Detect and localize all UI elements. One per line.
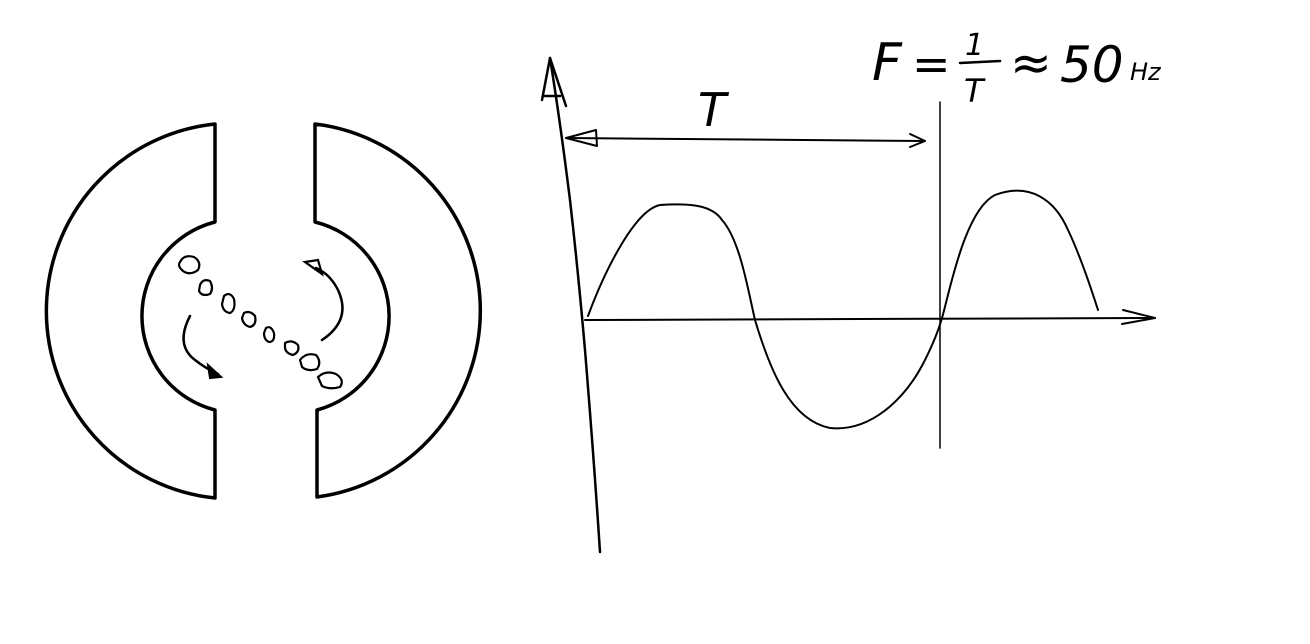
particle — [285, 341, 298, 355]
rotation-arrow-up-icon — [316, 268, 342, 340]
period-label: T — [698, 83, 730, 137]
formula-approx: ≈ — [1010, 34, 1052, 92]
frequency-formula: F = 1 T ≈ 50 Hz — [872, 28, 1162, 110]
formula-numerator: 1 — [965, 28, 984, 63]
arrowhead-icon — [208, 365, 221, 378]
particle — [242, 312, 255, 327]
particle — [300, 354, 319, 370]
formula-value: 50 — [1060, 36, 1124, 94]
particle — [179, 256, 199, 273]
particle — [199, 280, 212, 295]
formula-equals: = — [912, 37, 951, 91]
formula-denominator: T — [964, 72, 986, 110]
particle — [264, 327, 274, 342]
x-axis — [585, 318, 1155, 320]
right-magnet-half — [315, 124, 480, 497]
left-magnet-half — [46, 124, 215, 498]
rotating-particles — [179, 256, 342, 388]
formula-unit: Hz — [1130, 58, 1162, 86]
period-arrow — [566, 138, 925, 141]
sine-graph: T — [542, 58, 1155, 552]
x-axis-arrowhead-icon — [1122, 310, 1155, 324]
formula-lhs: F — [872, 33, 903, 93]
arrowhead-icon — [305, 260, 322, 274]
magnet-assembly — [46, 124, 480, 498]
rotation-arrow-down-icon — [184, 316, 218, 374]
sine-wave — [588, 191, 1098, 429]
particle — [222, 294, 235, 313]
particle — [318, 373, 342, 389]
